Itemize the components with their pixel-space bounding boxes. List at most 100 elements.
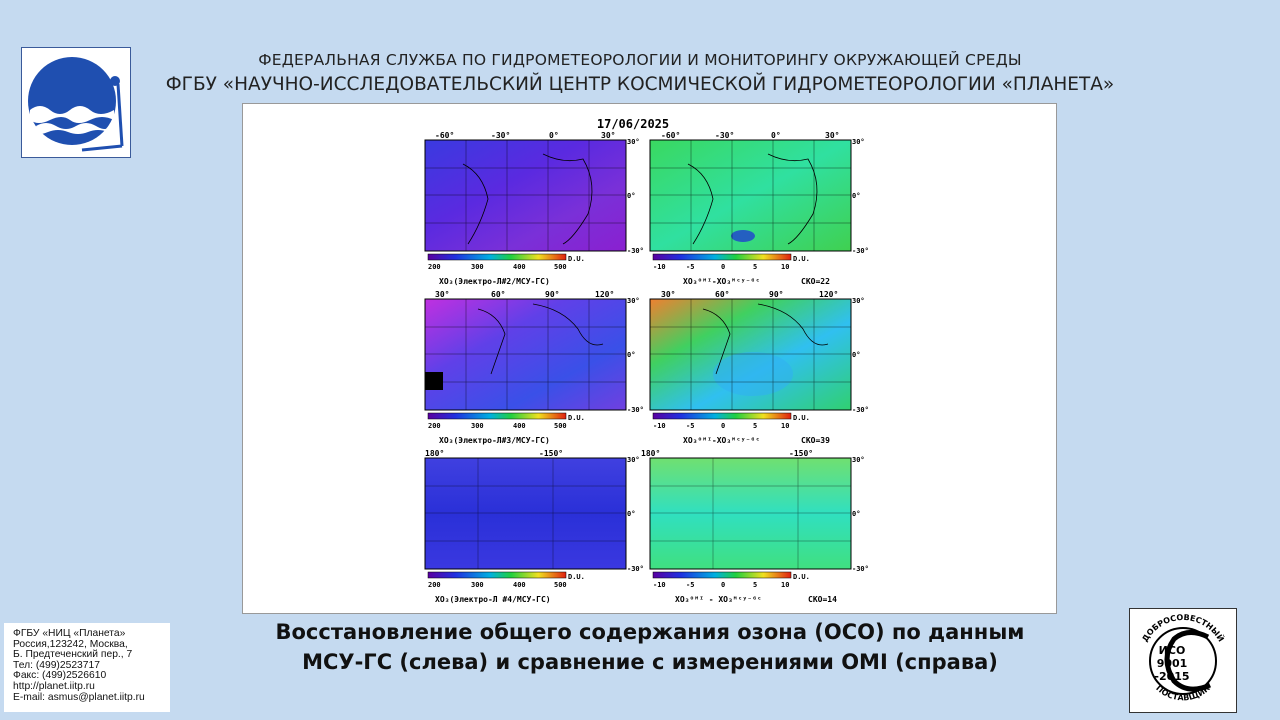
- row2-right-caption: XO₃ᴼᴹᴵ-XO₃ᴹᶜʸ⁻ᴳᶜ: [683, 436, 760, 445]
- colorbar-right: [652, 253, 792, 261]
- contact-line: Россия,123242, Москва,: [13, 638, 128, 650]
- center-title: ФГБУ «НАУЧНО-ИССЛЕДОВАТЕЛЬСКИЙ ЦЕНТР КОС…: [165, 74, 1115, 95]
- colorbar-left: [427, 253, 567, 261]
- scale-tick: 0: [721, 422, 725, 430]
- scale-tick: 5: [753, 263, 757, 271]
- scale-tick: 400: [513, 581, 526, 589]
- lon-label: 90°: [545, 290, 559, 299]
- scale-tick: 10: [781, 422, 789, 430]
- lon-label: -150°: [789, 449, 813, 458]
- lon-label: -30°: [715, 131, 734, 140]
- lon-label: 30°: [661, 290, 675, 299]
- lon-label: 180°: [641, 449, 660, 458]
- ozone-figure: 17/06/2025 -60° -30° 0° 30° -60° -30° 0°…: [242, 103, 1057, 614]
- lat-label: -30°: [852, 247, 869, 255]
- unit-label: D.U.: [793, 573, 810, 581]
- contact-box: ФГБУ «НИЦ «Планета» Россия,123242, Москв…: [4, 623, 170, 712]
- lat-label: 30°: [627, 456, 640, 464]
- scale-tick: -10: [653, 581, 666, 589]
- map-r2-left: [424, 298, 627, 411]
- unit-label: D.U.: [793, 414, 810, 422]
- caption-line: Восстановление общего содержания озона (…: [275, 620, 1025, 644]
- scale-tick: 300: [471, 422, 484, 430]
- colorbar-right: [652, 571, 792, 579]
- row1-left-lon-labels: -60° -30° 0° 30°: [435, 131, 615, 140]
- row1-sko: СКО=22: [801, 277, 830, 286]
- scale-tick: 400: [513, 422, 526, 430]
- scale-tick: 5: [753, 422, 757, 430]
- unit-label: D.U.: [568, 573, 585, 581]
- lat-label: -30°: [627, 565, 644, 573]
- colorbar-left: [427, 412, 567, 420]
- scale-tick: 0: [721, 263, 725, 271]
- lon-label: -150°: [539, 449, 563, 458]
- scale-tick: -10: [653, 263, 666, 271]
- lat-label: 0°: [852, 510, 860, 518]
- lon-label: 90°: [769, 290, 783, 299]
- lon-label: 0°: [549, 131, 559, 140]
- lat-label: 0°: [627, 510, 635, 518]
- row3-left-caption: XO₃(Электро-Л #4/МСУ-ГС): [435, 595, 551, 604]
- scale-tick: 400: [513, 263, 526, 271]
- contact-line: Факс: (499)2526610: [13, 670, 107, 682]
- row1-right-caption: XO₃ᴼᴹᴵ-XO₃ᴹᶜʸ⁻ᴳᶜ: [683, 277, 760, 286]
- lat-label: 0°: [627, 351, 635, 359]
- lon-label: 60°: [715, 290, 729, 299]
- iso-line2: 9001: [1157, 657, 1188, 670]
- lon-label: 30°: [435, 290, 449, 299]
- scale-tick: 10: [781, 263, 789, 271]
- lon-label: 120°: [595, 290, 614, 299]
- iso-certification-badge: ДОБРОСОВЕСТНЫЙ ПОСТАВЩИК ИСО 9001 -2015: [1129, 608, 1237, 713]
- map-r3-left: [424, 457, 627, 570]
- lon-label: 60°: [491, 290, 505, 299]
- iso-line3: -2015: [1154, 670, 1189, 683]
- planeta-logo: [21, 47, 131, 158]
- lat-label: 30°: [852, 456, 865, 464]
- lat-label: 30°: [627, 138, 640, 146]
- map-r3-right: [649, 457, 852, 570]
- colorbar-left: [427, 571, 567, 579]
- lon-label: 30°: [601, 131, 615, 140]
- lon-label: 0°: [771, 131, 781, 140]
- row1-left-caption: XO₃(Электро-Л#2/МСУ-ГС): [439, 277, 550, 286]
- lat-label: -30°: [627, 406, 644, 414]
- contact-website[interactable]: http://planet.iitp.ru: [13, 680, 95, 692]
- row3-sko: СКО=14: [808, 595, 837, 604]
- row2-sko: СКО=39: [801, 436, 830, 445]
- lat-label: 30°: [852, 297, 865, 305]
- scale-tick: 200: [428, 581, 441, 589]
- unit-label: D.U.: [568, 414, 585, 422]
- lon-label: -60°: [435, 131, 454, 140]
- scale-tick: 500: [554, 263, 567, 271]
- row1-right-lon-labels: -60° -30° 0° 30°: [661, 131, 839, 140]
- agency-title: ФЕДЕРАЛЬНАЯ СЛУЖБА ПО ГИДРОМЕТЕОРОЛОГИИ …: [258, 51, 1022, 69]
- scale-tick: 300: [471, 263, 484, 271]
- lat-label: 0°: [627, 192, 635, 200]
- lat-label: 0°: [852, 192, 860, 200]
- scale-tick: -5: [686, 422, 694, 430]
- scale-tick: 200: [428, 422, 441, 430]
- contact-line: Тел: (499)2523717: [13, 659, 100, 671]
- contact-email[interactable]: E-mail: asmus@planet.iitp.ru: [13, 691, 145, 703]
- lat-label: -30°: [852, 406, 869, 414]
- colorbar-right: [652, 412, 792, 420]
- scale-tick: 10: [781, 581, 789, 589]
- lon-label: 30°: [825, 131, 839, 140]
- scale-tick: 300: [471, 581, 484, 589]
- lon-label: -60°: [661, 131, 680, 140]
- scale-tick: 500: [554, 581, 567, 589]
- lat-label: -30°: [852, 565, 869, 573]
- row2-left-caption: XO₃(Электро-Л#3/МСУ-ГС): [439, 436, 550, 445]
- map-r1-left: [424, 139, 627, 252]
- slide-caption: Восстановление общего содержания озона (…: [200, 617, 1100, 677]
- iso-line1: ИСО: [1159, 644, 1186, 657]
- row3-right-caption: XO₃ᴼᴹᴵ - XO₃ᴹᶜʸ⁻ᴳᶜ: [675, 595, 762, 604]
- scale-tick: 0: [721, 581, 725, 589]
- lat-label: 0°: [852, 351, 860, 359]
- lon-label: 180°: [425, 449, 444, 458]
- scale-tick: 5: [753, 581, 757, 589]
- lat-label: -30°: [627, 247, 644, 255]
- scale-tick: -5: [686, 581, 694, 589]
- lat-label: 30°: [852, 138, 865, 146]
- scale-tick: 200: [428, 263, 441, 271]
